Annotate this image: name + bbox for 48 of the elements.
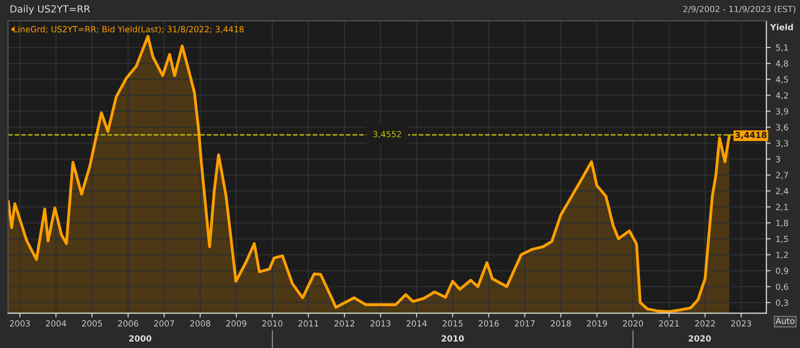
x-tick-label: 2007 bbox=[154, 320, 174, 327]
x-tick-label: 2017 bbox=[514, 320, 535, 327]
chart-title: Daily US2YT=RR bbox=[10, 5, 90, 14]
y-tick-label: 0,6 bbox=[776, 284, 788, 291]
x-tick-label: 2004 bbox=[46, 320, 66, 327]
y-tick-label: 0,3 bbox=[776, 300, 788, 307]
x-tick-label: 2013 bbox=[370, 320, 390, 327]
x-tick-label: 2022 bbox=[695, 320, 715, 327]
x-tick-label: 2015 bbox=[442, 320, 463, 327]
x-tick-label: 2020 bbox=[622, 320, 644, 327]
y-tick-label: 1,8 bbox=[776, 220, 788, 227]
y-tick-label: 3,9 bbox=[776, 108, 788, 116]
y-tick-label: 2,7 bbox=[776, 172, 788, 180]
ref-line-label: 3,4552 bbox=[373, 130, 401, 138]
x-tick-label: 2012 bbox=[334, 320, 354, 327]
y-tick-label: 5,1 bbox=[776, 44, 788, 52]
x-tick-label: 2010 bbox=[262, 320, 282, 327]
y-axis-title: Yield bbox=[770, 24, 793, 30]
text: 2010 bbox=[442, 335, 464, 342]
y-tick-label: 3,3 bbox=[776, 140, 788, 148]
data-label: 3,4418 bbox=[735, 132, 766, 140]
x-tick-label: 2005 bbox=[82, 320, 102, 327]
x-tick-label: 2023 bbox=[731, 320, 752, 327]
x-tick-label: 2021 bbox=[659, 320, 679, 327]
x-tick-label: 2006 bbox=[118, 320, 138, 327]
x-tick-label: 2009 bbox=[226, 320, 246, 327]
x-tick-label: 2018 bbox=[550, 320, 571, 327]
y-tick-label: 2,1 bbox=[776, 204, 788, 212]
y-tick-label: 3,6 bbox=[776, 124, 788, 132]
y-tick-label: 4,2 bbox=[776, 92, 788, 100]
x-tick-label: 2014 bbox=[406, 320, 427, 327]
y-tick-label: 4,8 bbox=[776, 60, 788, 68]
y-tick-label: 0,9 bbox=[776, 268, 788, 275]
x-tick-label: 2011 bbox=[298, 320, 318, 327]
text: Auto bbox=[776, 318, 794, 324]
y-tick-label: 4,5 bbox=[776, 76, 788, 84]
chart-subtitle: 2/9/2002 - 11/9/2023 (EST) bbox=[683, 6, 796, 14]
text: 2000 bbox=[129, 335, 152, 342]
x-tick-label: 2019 bbox=[586, 320, 607, 327]
x-tick-label: 2016 bbox=[478, 320, 499, 327]
y-tick-label: 1,2 bbox=[776, 252, 788, 259]
y-tick-label: 1,5 bbox=[776, 236, 788, 243]
y-tick-label: 3 bbox=[776, 156, 780, 162]
x-tick-label: 2008 bbox=[190, 320, 210, 327]
text: 2020 bbox=[688, 335, 711, 342]
y-tick-label: 2,4 bbox=[776, 188, 788, 196]
legend-label: LineGrd; US2YT=RR; Bid Yield(Last); 31/8/2022; 3,4418 bbox=[14, 26, 244, 34]
x-tick-label: 2003 bbox=[10, 320, 30, 327]
